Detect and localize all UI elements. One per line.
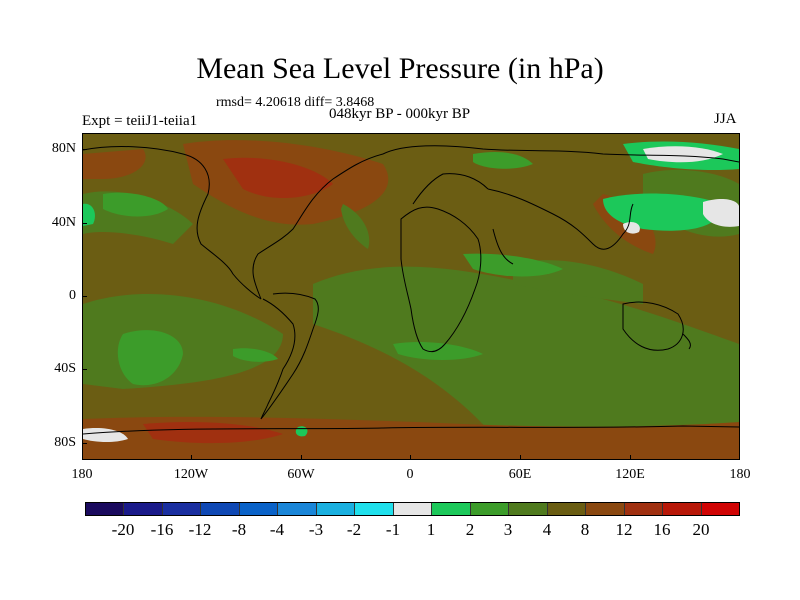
axis-tick xyxy=(739,455,740,460)
axis-tick xyxy=(82,455,83,460)
colorbar xyxy=(85,502,740,516)
colorbar-label: 3 xyxy=(503,520,513,539)
colorbar-swatch xyxy=(432,503,471,515)
map-panel xyxy=(82,133,740,460)
colorbar-swatch xyxy=(663,503,702,515)
lon-label: 60E xyxy=(508,467,532,482)
colorbar-swatch xyxy=(509,503,548,515)
lat-label: 0 xyxy=(69,288,76,303)
colorbar-swatch xyxy=(624,503,664,515)
southern-red-core xyxy=(143,422,283,444)
africa xyxy=(400,206,482,353)
colorbar-label: -16 xyxy=(150,520,174,539)
lat-label: 40N xyxy=(51,215,76,230)
colorbar-label: 4 xyxy=(542,520,552,539)
arctic-coast xyxy=(382,145,739,163)
colorbar-label: 12 xyxy=(615,520,633,539)
colorbar-label: 16 xyxy=(653,520,671,539)
colorbar-label: 8 xyxy=(580,520,590,539)
colorbar-swatch xyxy=(701,503,739,515)
colorbar-label: -1 xyxy=(385,520,401,539)
axis-tick xyxy=(82,149,87,150)
colorbar-label: -12 xyxy=(188,520,212,539)
indian-green xyxy=(463,253,563,277)
north-pacific-white xyxy=(703,199,739,227)
pressure-map xyxy=(83,134,739,459)
north-atlantic-core xyxy=(223,157,333,199)
period-label: 048kyr BP - 000kyr BP xyxy=(329,106,471,122)
antarctica xyxy=(83,425,739,435)
east-asia-green xyxy=(603,193,723,231)
axis-tick xyxy=(630,455,631,460)
south-america-east xyxy=(260,292,319,420)
south-asia xyxy=(487,188,634,250)
colorbar-label: 1 xyxy=(426,520,436,539)
colorbar-label: -4 xyxy=(269,520,285,539)
colorbar-swatch xyxy=(86,503,125,515)
colorbar-label: -20 xyxy=(111,520,135,539)
lon-label: 180 xyxy=(71,467,93,482)
west-edge-green xyxy=(83,203,95,226)
colorbar-label: -3 xyxy=(308,520,324,539)
southeast-pacific-green xyxy=(233,348,278,362)
north-pacific-high xyxy=(83,149,146,179)
lon-label: 120E xyxy=(615,467,645,482)
colorbar-swatch xyxy=(586,503,625,515)
siberia-green xyxy=(473,152,533,169)
lon-label: 0 xyxy=(406,467,414,482)
colorbar-swatch xyxy=(124,503,163,515)
colorbar-swatch xyxy=(278,503,317,515)
south-america-west xyxy=(260,298,296,420)
axis-tick xyxy=(82,223,87,224)
lon-label: 180 xyxy=(729,467,751,482)
arctic-white xyxy=(643,146,723,163)
lon-label: 60W xyxy=(287,467,315,482)
lat-label: 80S xyxy=(54,435,76,450)
axis-tick xyxy=(191,455,192,460)
antarctic-green xyxy=(295,426,308,437)
colorbar-swatch xyxy=(162,503,202,515)
axis-tick xyxy=(82,443,87,444)
coastlines xyxy=(83,145,739,435)
colorbar-swatch xyxy=(316,503,356,515)
colorbar-swatch xyxy=(201,503,240,515)
axis-tick xyxy=(82,296,87,297)
india xyxy=(492,228,514,265)
axis-tick xyxy=(301,455,302,460)
colorbar-swatch xyxy=(355,503,394,515)
colorbar-label: -2 xyxy=(346,520,362,539)
colorbar-label: -8 xyxy=(231,520,247,539)
lat-label: 40S xyxy=(54,361,76,376)
colorbar-swatch xyxy=(393,503,433,515)
chart-title: Mean Sea Level Pressure (in hPa) xyxy=(196,52,604,85)
pacific-green-patch xyxy=(103,192,168,217)
colorbar-label: 2 xyxy=(465,520,475,539)
europe xyxy=(412,173,489,205)
lat-label: 80N xyxy=(51,141,76,156)
colorbar-swatch xyxy=(547,503,587,515)
season-label: JJA xyxy=(714,111,737,127)
australia xyxy=(622,301,684,351)
rmsd-diff-stats: rmsd= 4.20618 diff= 3.8468 xyxy=(216,95,375,110)
southern-ocean-olive xyxy=(313,266,739,459)
north-america-east-coast xyxy=(252,153,384,300)
axis-tick xyxy=(410,455,411,460)
colorbar-swatch xyxy=(239,503,279,515)
japan-white xyxy=(623,221,640,234)
experiment-label: Expt = teiiJ1-teiia1 xyxy=(82,113,198,129)
equatorial-atlantic-olive xyxy=(341,204,370,249)
south-atlantic-green xyxy=(393,342,483,360)
axis-tick xyxy=(520,455,521,460)
lon-label: 120W xyxy=(173,467,209,482)
north-america-west-coast xyxy=(83,146,262,300)
axis-tick xyxy=(82,369,87,370)
south-pacific-green xyxy=(117,330,183,386)
colorbar-swatch xyxy=(470,503,510,515)
new-zealand xyxy=(682,333,691,350)
colorbar-label: 20 xyxy=(692,520,710,539)
